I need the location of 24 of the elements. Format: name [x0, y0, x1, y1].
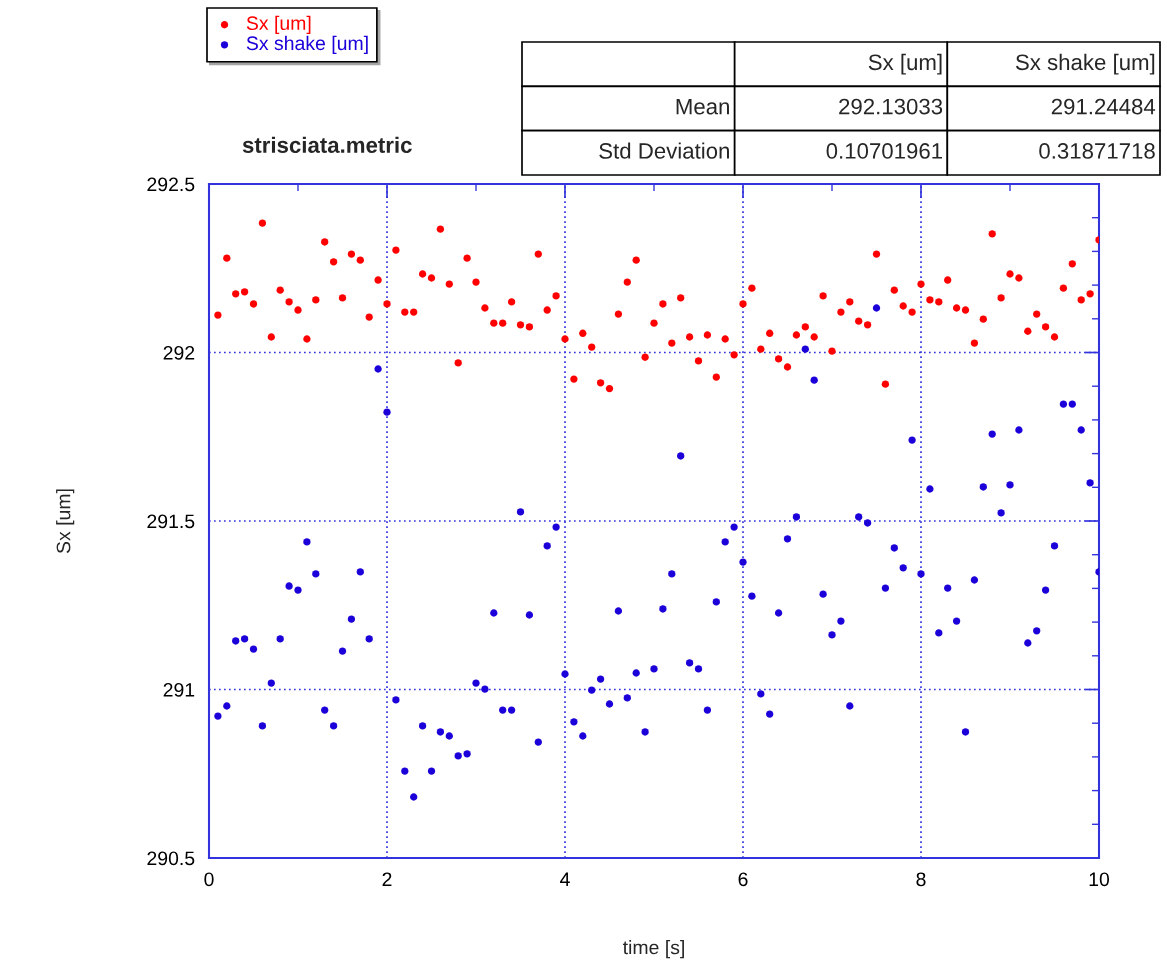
legend-label: Sx [um]	[246, 15, 311, 34]
text: 291.24484	[1051, 98, 1156, 115]
y-tick-label: 291	[163, 682, 195, 697]
text: 292.13033	[839, 98, 943, 115]
x-tick-label: 0	[204, 872, 214, 887]
text: Sx [um]	[868, 53, 942, 75]
x-tick-label: 4	[560, 872, 570, 886]
x-tick-label: 6	[738, 872, 748, 887]
text: Std Deviation	[599, 142, 729, 159]
text: Sx shake [um]	[1015, 53, 1155, 75]
x-tick-label: 8	[916, 872, 926, 887]
legend-label: Sx shake [um]	[246, 35, 368, 54]
y-tick-label: 290.5	[147, 851, 195, 866]
x-tick-label: 10	[1089, 872, 1110, 887]
text: Mean	[676, 98, 729, 115]
text: 0.10701961	[826, 143, 943, 159]
chart-title: strisciata.metric	[242, 136, 412, 153]
x-tick-label: 2	[382, 872, 392, 886]
x-axis-title: time [s]	[622, 940, 684, 959]
text: 0.31871718	[1039, 143, 1155, 159]
y-tick-label: 291.5	[147, 514, 195, 529]
y-tick-label: 292	[163, 345, 195, 360]
y-axis-title: Sx [um]	[56, 489, 75, 554]
y-tick-label: 292.5	[147, 177, 195, 192]
